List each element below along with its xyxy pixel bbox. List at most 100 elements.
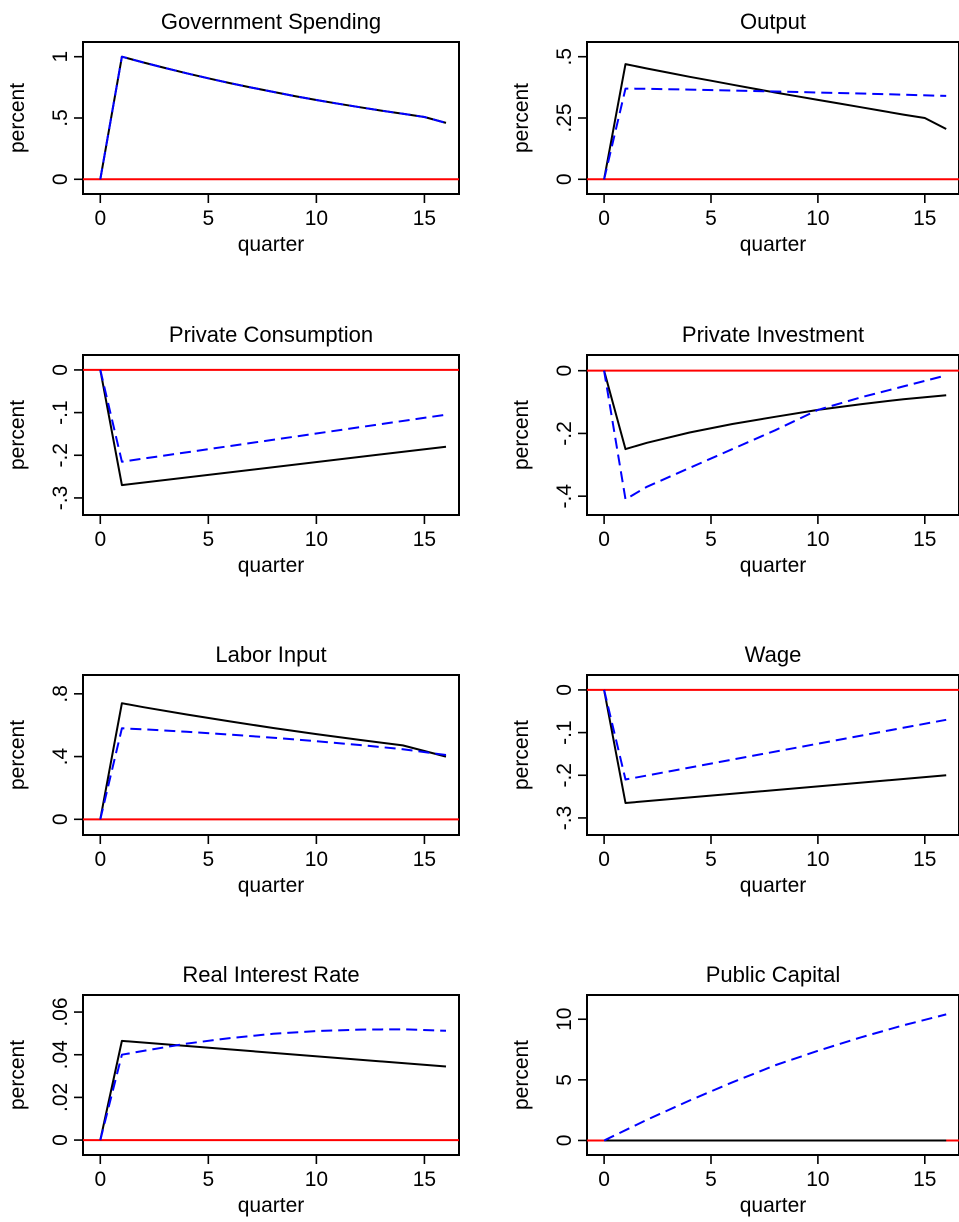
x-tick-label: 15 — [413, 1168, 436, 1191]
y-tick-label: 5 — [553, 1074, 576, 1086]
y-tick-label: -.2 — [49, 443, 72, 468]
x-tick-label: 0 — [94, 848, 106, 871]
y-axis-label: percent — [6, 720, 29, 790]
plot-frame — [82, 674, 460, 836]
y-tick-label: 0 — [553, 365, 576, 377]
x-tick-label: 10 — [806, 528, 829, 551]
y-axis-label: percent — [510, 83, 533, 153]
y-tick-label: 0 — [49, 173, 72, 185]
x-tick-label: 5 — [202, 1168, 214, 1191]
plot-frame — [82, 354, 460, 516]
x-tick-label: 10 — [806, 207, 829, 230]
x-tick-label: 0 — [94, 528, 106, 551]
plot-frame — [82, 41, 460, 195]
panel-title: Private Investment — [682, 322, 864, 347]
y-tick-label: -.3 — [553, 806, 576, 831]
series-dashed-line — [99, 369, 447, 463]
x-tick-label: 5 — [202, 848, 214, 871]
series-solid-line — [99, 702, 447, 820]
x-tick-label: 0 — [598, 1168, 610, 1191]
x-tick-label: 0 — [94, 207, 106, 230]
series-solid-line — [603, 63, 947, 180]
x-tick-label: 0 — [94, 1168, 106, 1191]
x-tick-label: 0 — [598, 848, 610, 871]
x-tick-label: 15 — [913, 848, 936, 871]
y-tick-label: -.2 — [553, 763, 576, 788]
panel-title: Real Interest Rate — [182, 962, 359, 987]
y-tick-label: -.4 — [553, 484, 576, 509]
series-solid-line — [603, 689, 947, 804]
panel-private-investment: Private Investment 0 5 10 15 0 -.2 -.4 quarter pe… — [510, 322, 959, 577]
y-tick-label: .5 — [553, 48, 576, 66]
panel-title: Government Spending — [161, 9, 381, 34]
x-tick-label: 0 — [598, 207, 610, 230]
x-tick-label: 5 — [202, 528, 214, 551]
y-tick-label: 0 — [49, 813, 72, 825]
y-axis-label: percent — [6, 1040, 29, 1110]
panel-title: Wage — [745, 642, 802, 667]
y-tick-label: -.2 — [553, 421, 576, 446]
y-tick-label: .04 — [49, 1040, 72, 1070]
x-tick-label: 15 — [913, 528, 936, 551]
y-axis-label: percent — [6, 83, 29, 153]
panel-wage: Wage 0 5 10 15 0 -.1 -.2 -.3 quarter percent — [510, 642, 959, 897]
x-tick-label: 15 — [913, 1168, 936, 1191]
y-tick-label: 0 — [553, 684, 576, 696]
x-tick-label: 0 — [598, 528, 610, 551]
y-tick-label: -.3 — [49, 486, 72, 511]
x-tick-label: 10 — [806, 1168, 829, 1191]
y-tick-label: .4 — [49, 747, 72, 765]
panel-labor-input: Labor Input 0 5 10 15 0 .4 .8 quarter percent — [6, 642, 460, 897]
panel-title: Output — [740, 9, 806, 34]
y-tick-label: 0 — [49, 364, 72, 376]
x-tick-label: 15 — [413, 207, 436, 230]
y-tick-label: .5 — [49, 109, 72, 127]
series-solid-line — [99, 55, 447, 180]
y-axis-label: percent — [6, 400, 29, 470]
y-tick-label: 10 — [553, 1008, 576, 1031]
y-axis-label: percent — [510, 720, 533, 790]
panel-title: Private Consumption — [169, 322, 373, 347]
y-axis-label: percent — [510, 400, 533, 470]
panel-title: Public Capital — [706, 962, 841, 987]
series-dashed-line — [603, 87, 947, 180]
x-tick-label: 5 — [705, 848, 717, 871]
x-axis-label: quarter — [238, 554, 305, 577]
y-tick-label: .06 — [49, 997, 72, 1026]
x-tick-label: 5 — [705, 1168, 717, 1191]
y-tick-label: 0 — [553, 173, 576, 185]
y-axis-label: percent — [510, 1040, 533, 1110]
x-axis-label: quarter — [740, 1194, 807, 1217]
series-dashed-line — [99, 1028, 447, 1141]
series-dashed-line — [99, 55, 447, 180]
x-tick-label: 10 — [305, 848, 328, 871]
y-tick-label: 0 — [49, 1134, 72, 1146]
y-tick-label: 1 — [49, 51, 72, 63]
y-tick-label: .02 — [49, 1083, 72, 1112]
y-tick-label: 0 — [553, 1135, 576, 1147]
series-solid-line — [99, 1039, 447, 1141]
panel-government-spending: Government Spending 0 5 10 15 0 .5 1 quarter perc… — [6, 9, 460, 256]
y-tick-label: .25 — [553, 103, 576, 132]
x-tick-label: 5 — [202, 207, 214, 230]
x-tick-label: 5 — [705, 528, 717, 551]
plot-frame — [586, 354, 959, 516]
x-axis-label: quarter — [740, 554, 807, 577]
plot-frame — [586, 994, 959, 1156]
panel-public-capital: Public Capital 0 5 10 15 0 5 10 quarter percent — [510, 962, 959, 1217]
x-axis-label: quarter — [238, 1194, 305, 1217]
x-axis-label: quarter — [238, 874, 305, 897]
series-dashed-line — [603, 689, 947, 781]
series-dashed-line — [99, 727, 447, 820]
series-dashed-line — [603, 1013, 947, 1142]
panel-title: Labor Input — [215, 642, 326, 667]
panel-private-consumption: Private Consumption 0 5 10 15 0 -.1 -.2 -.3 quart… — [6, 322, 460, 577]
x-tick-label: 10 — [305, 1168, 328, 1191]
series-solid-line — [603, 370, 947, 451]
series-dashed-line — [603, 370, 947, 501]
x-axis-label: quarter — [238, 233, 305, 256]
y-tick-label: .8 — [49, 685, 72, 703]
x-tick-label: 15 — [913, 207, 936, 230]
x-tick-label: 10 — [305, 207, 328, 230]
